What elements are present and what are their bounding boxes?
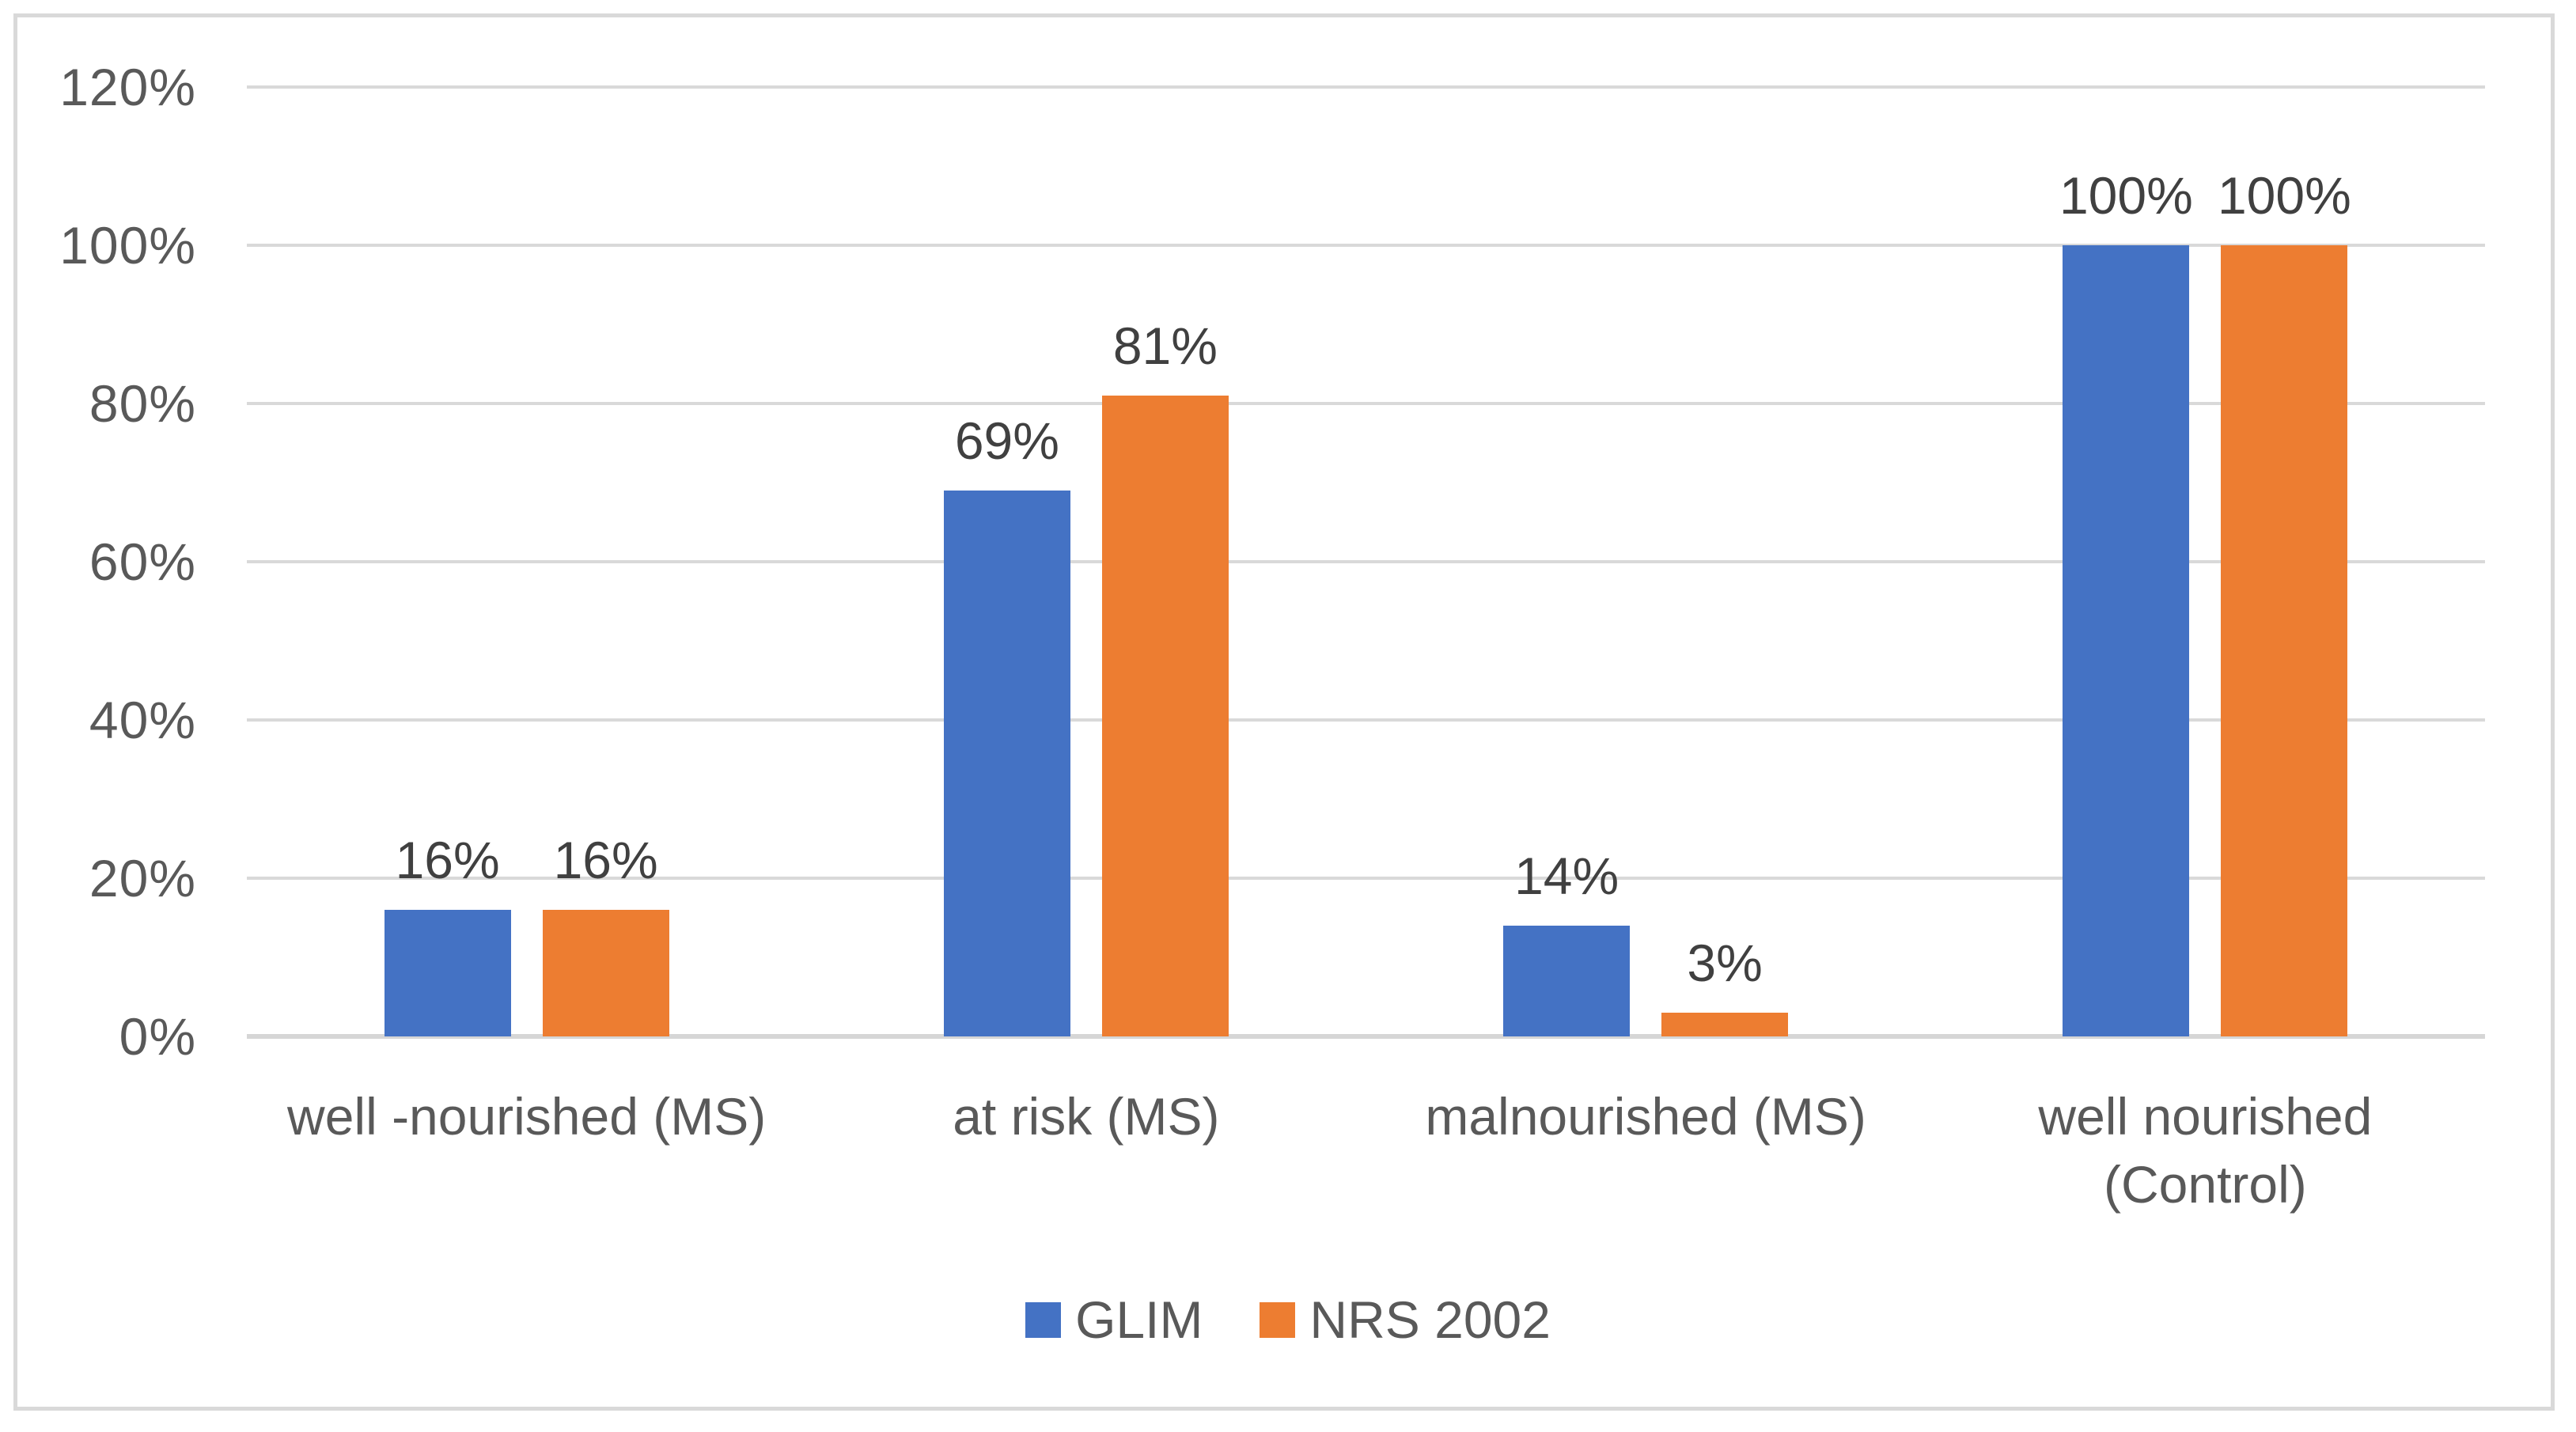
legend-marker-nrs-2002	[1260, 1301, 1296, 1338]
category-label-malnourished-ms: malnourished (MS)	[1425, 1087, 1866, 1146]
gridline-60	[247, 560, 2485, 563]
legend-item-glim: GLIM	[1025, 1290, 1203, 1350]
data-label-nrs-2002-well-nourished-ms: 16%	[553, 831, 658, 889]
bar-nrs-2002-well-nourished-control	[2221, 245, 2348, 1036]
data-label-glim-at-risk-ms: 69%	[954, 411, 1059, 470]
y-tick-label-40: 40%	[89, 691, 196, 749]
category-label-well-nourished-control: well nourished (Control)	[2038, 1087, 2373, 1214]
legend: GLIM NRS 2002	[0, 1288, 2576, 1351]
data-label-glim-well-nourished-ms: 16%	[395, 831, 500, 889]
category-label-at-risk-ms: at risk (MS)	[953, 1087, 1220, 1146]
bar-glim-at-risk-ms	[943, 491, 1070, 1036]
gridline-120	[247, 85, 2485, 89]
gridline-100	[247, 244, 2485, 247]
y-tick-label-60: 60%	[89, 532, 196, 591]
y-tick-label-120: 120%	[59, 58, 196, 116]
legend-label-glim: GLIM	[1075, 1290, 1203, 1349]
bar-nrs-2002-well-nourished-ms	[542, 910, 669, 1036]
bar-nrs-2002-malnourished-ms	[1661, 1013, 1789, 1036]
y-tick-label-0: 0%	[119, 1007, 196, 1066]
bar-glim-well-nourished-control	[2063, 245, 2190, 1036]
bar-glim-malnourished-ms	[1503, 926, 1631, 1036]
x-axis-line	[247, 1034, 2485, 1039]
category-label-well-nourished-ms: well -nourished (MS)	[287, 1087, 767, 1146]
y-tick-label-20: 20%	[89, 849, 196, 907]
data-label-nrs-2002-at-risk-ms: 81%	[1112, 316, 1218, 375]
data-label-nrs-2002-malnourished-ms: 3%	[1687, 934, 1763, 992]
y-tick-label-100: 100%	[59, 216, 196, 275]
legend-marker-glim	[1025, 1301, 1062, 1338]
legend-label-nrs-2002: NRS 2002	[1309, 1290, 1551, 1349]
bar-nrs-2002-at-risk-ms	[1101, 396, 1229, 1036]
y-tick-label-80: 80%	[89, 374, 196, 433]
data-label-glim-well-nourished-control: 100%	[2059, 166, 2193, 225]
legend-item-nrs-2002: NRS 2002	[1260, 1290, 1551, 1350]
gridline-40	[247, 718, 2485, 722]
data-label-glim-malnourished-ms: 14%	[1514, 847, 1619, 905]
data-label-nrs-2002-well-nourished-control: 100%	[2217, 166, 2351, 225]
bar-glim-well-nourished-ms	[384, 910, 511, 1036]
gridline-20	[247, 877, 2485, 880]
gridline-80	[247, 402, 2485, 405]
